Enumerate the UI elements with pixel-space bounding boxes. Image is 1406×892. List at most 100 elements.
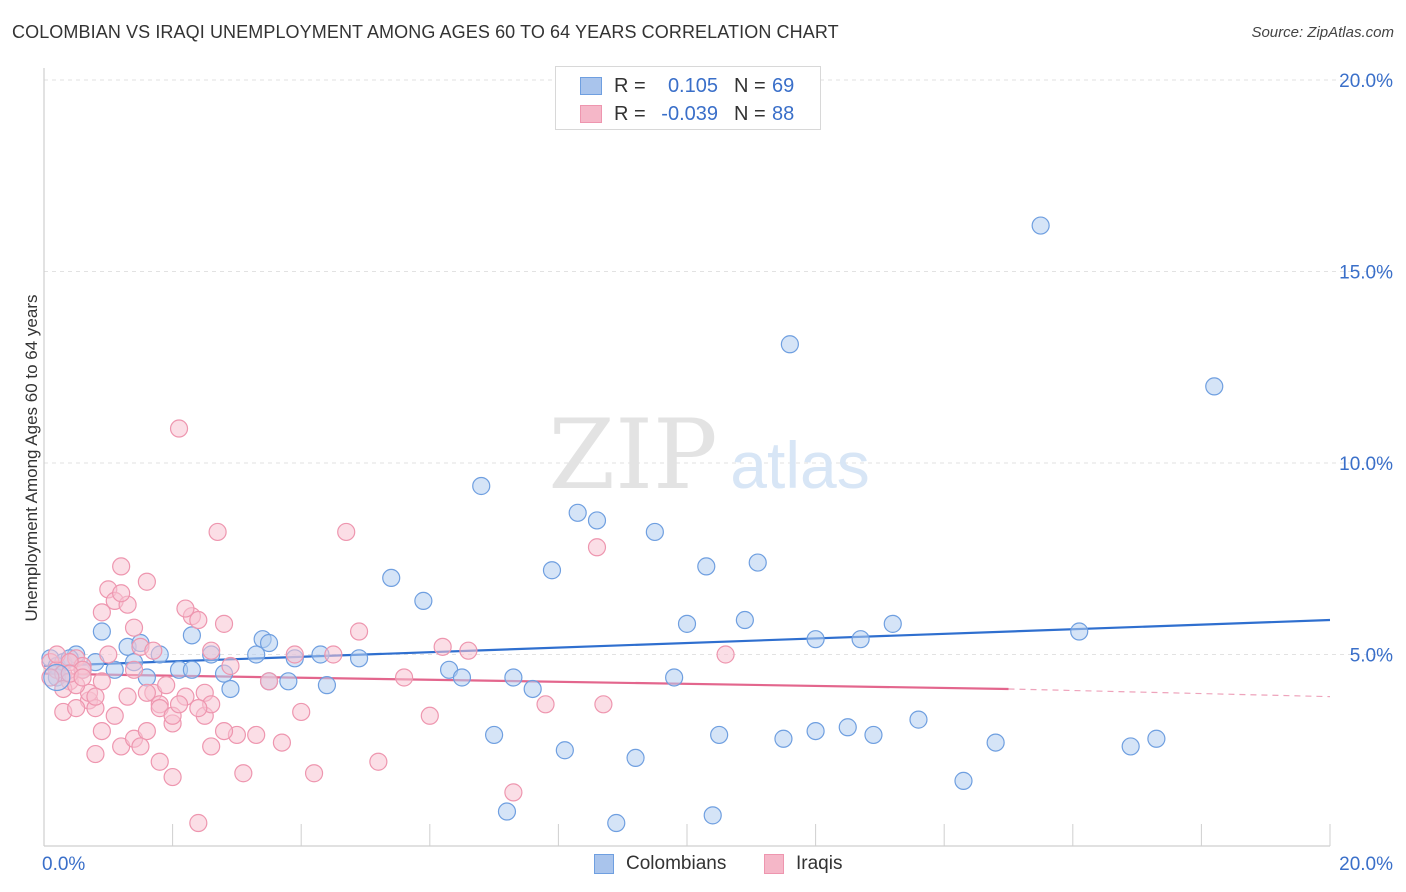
y-tick-label: 15.0% (1339, 263, 1393, 284)
iraqis-point (459, 641, 478, 660)
iraqis-point (105, 706, 124, 725)
colombians-point (92, 622, 111, 641)
legend-row-iraqis: R = -0.039 N = 88 (556, 101, 820, 129)
colombians-point (568, 503, 587, 522)
iraqis-point (112, 557, 131, 576)
iraqis-point (144, 641, 163, 660)
iraqis-point (214, 614, 234, 633)
colombians-point (748, 553, 767, 572)
colombians-point (182, 660, 201, 679)
colombians-point (555, 741, 574, 760)
source-label: Source: ZipAtlas.com (1251, 24, 1394, 41)
iraqis-point (169, 695, 189, 714)
n-label: N = (734, 103, 766, 125)
legend-label-colombians: Colombians (626, 853, 727, 874)
iraqis-point (420, 706, 439, 725)
iraqis-point (349, 622, 369, 641)
colombians-point (497, 802, 517, 821)
colombians-point (986, 733, 1005, 752)
colombians-point (954, 771, 973, 790)
watermark-zip: ZIP (548, 399, 717, 511)
y-tick-label: 10.0% (1339, 454, 1393, 475)
iraqis-point (99, 645, 118, 664)
x-tick-label-max: 20.0% (1339, 854, 1393, 875)
iraqis-point (304, 764, 324, 783)
watermark-atlas: atlas (730, 428, 869, 502)
iraqis-swatch (580, 105, 602, 123)
iraqis-point (247, 725, 266, 745)
colombians-point (883, 614, 902, 633)
colombians-point (1031, 216, 1050, 235)
iraqis-point (189, 699, 208, 718)
colombians-point (472, 476, 491, 496)
colombians-point (607, 813, 626, 833)
iraqis-point (504, 783, 523, 802)
n-value: 88 (772, 103, 795, 125)
iraqis-point (536, 695, 555, 714)
iraqis-point (716, 645, 735, 664)
iraqis-point (259, 672, 279, 691)
iraqis-point (169, 419, 189, 438)
colombians-point (1070, 622, 1089, 641)
colombians-point (626, 748, 645, 768)
iraqis-point (324, 645, 343, 664)
tick-labels: 5.0% 10.0% 15.0% 20.0% 0.0% 20.0% Unemployment… (22, 71, 1393, 875)
iraqis-point (131, 737, 150, 756)
iraqis-point (594, 695, 613, 714)
iraqis-point (124, 618, 144, 637)
colombians-point (43, 663, 71, 692)
colombians-point (806, 721, 825, 741)
iraqis-point (67, 699, 86, 718)
colombians-point (697, 557, 716, 576)
iraqis-point (137, 721, 156, 741)
colombians-point (523, 679, 542, 699)
legend-row-colombians: R = 0.105 N = 69 (556, 73, 820, 101)
colombians-point (851, 630, 870, 649)
colombians-point (247, 645, 266, 664)
iraqis-point (124, 660, 144, 679)
iraqis-point (92, 721, 111, 741)
iraqis-point (285, 645, 304, 664)
iraqis-point (157, 676, 176, 695)
x-tick-label-min: 0.0% (42, 854, 85, 875)
y-tick-label: 5.0% (1350, 646, 1393, 667)
y-tick-label: 20.0% (1339, 71, 1393, 92)
r-value: -0.039 (661, 103, 718, 125)
colombians-point (774, 729, 793, 748)
colombians-point (279, 672, 298, 691)
iraqis-point (234, 764, 253, 783)
colombians-point (542, 561, 562, 580)
iraqis-point (92, 672, 111, 691)
colombians-point (414, 591, 433, 610)
legend-label-iraqis: Iraqis (796, 853, 843, 874)
iraqis-point (176, 599, 195, 618)
grid-lines (44, 79, 1393, 655)
colombians-point (780, 335, 799, 354)
chart-title: COLOMBIAN VS IRAQI UNEMPLOYMENT AMONG AG… (12, 22, 839, 42)
iraqis-point (86, 687, 105, 706)
colombians-swatch (580, 77, 602, 95)
y-axis-title: Unemployment Among Ages 60 to 64 years (22, 295, 41, 622)
colombians-point (703, 806, 722, 825)
colombians-point (452, 668, 472, 687)
iraqis-point (208, 522, 227, 542)
iraqis-point (394, 668, 414, 687)
colombians-point (710, 725, 729, 745)
iraqis-point (112, 584, 131, 603)
iraqis-point (150, 752, 169, 771)
iraqis-point (272, 733, 292, 752)
iraqis-trend-extension (1008, 688, 1331, 698)
iraqis-point (92, 603, 111, 622)
iraqis-point (214, 721, 234, 741)
colombians-point (259, 633, 279, 653)
colombians-point (1205, 377, 1224, 396)
iraqis-point (202, 737, 221, 756)
colombians-point (864, 725, 883, 745)
colombians-point (221, 679, 240, 699)
colombians-point (182, 626, 201, 645)
colombians-point (485, 725, 504, 745)
r-label: R = (614, 75, 646, 97)
iraqis-point (337, 522, 356, 542)
iraqis-point (163, 767, 182, 787)
colombians-point (105, 660, 124, 679)
